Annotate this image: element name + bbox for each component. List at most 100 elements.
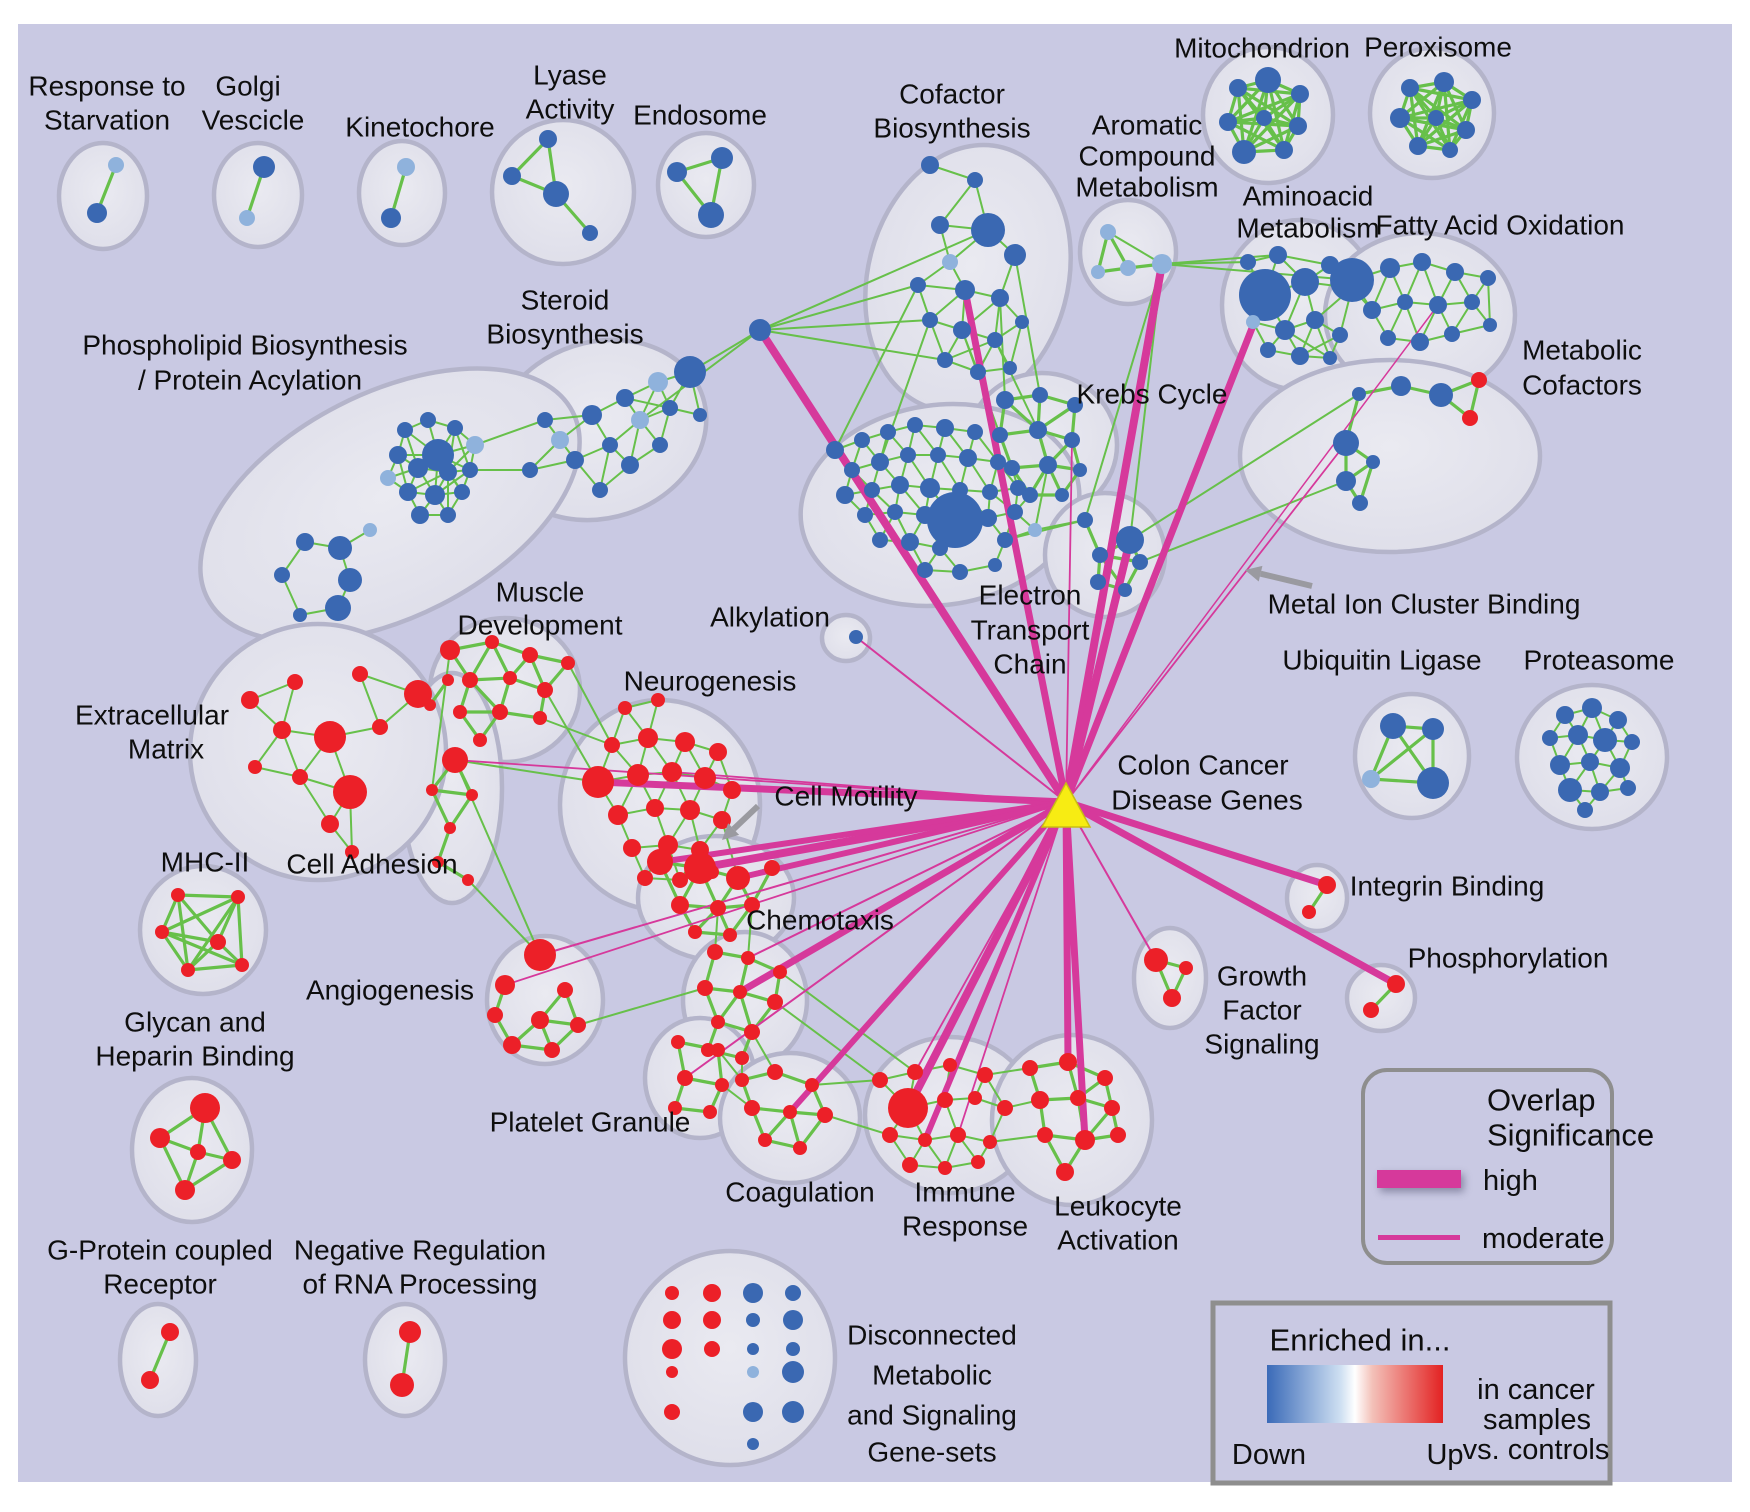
cluster-growth-factor-signaling-node	[1179, 961, 1193, 975]
cluster-disconnected-gene-sets-node	[664, 1404, 680, 1420]
cluster-aminoacid-metabolism-node	[1246, 315, 1260, 329]
cluster-steroid-biosynthesis-node	[631, 411, 649, 429]
cluster-electron-transport-chain-node	[1010, 480, 1026, 496]
overlap-legend-title: Significance	[1487, 1118, 1654, 1153]
cluster-cell-motility-node	[723, 928, 737, 942]
cluster-neurogenesis-node	[623, 839, 641, 857]
cluster-proteasome-label: Proteasome	[1524, 645, 1675, 676]
cluster-fatty-acid-oxidation-node	[1413, 253, 1431, 271]
cluster-cell-adhesion-node	[466, 789, 478, 801]
enriched-legend-title: Enriched in...	[1270, 1323, 1451, 1358]
cluster-growth-factor-signaling-node	[1163, 989, 1181, 1007]
edge-green-inter	[759, 329, 946, 361]
cluster-leukocyte-activation-label: Leukocyte	[1054, 1191, 1182, 1222]
cluster-electron-transport-chain-node	[872, 532, 888, 548]
cluster-chemotaxis-node	[735, 1051, 749, 1065]
cluster-lyase-activity-node	[503, 167, 521, 185]
cluster-metal-ion-cluster-binding-node	[1092, 547, 1108, 563]
cluster-extracellular-matrix-node	[345, 845, 359, 859]
cluster-aromatic-compound-metabolism-node	[1100, 224, 1116, 240]
cluster-growth-factor-signaling-label: Growth	[1217, 961, 1307, 992]
edge-green	[430, 788, 474, 797]
edge-green-inter	[747, 904, 753, 959]
cluster-aminoacid-metabolism-node	[1275, 320, 1295, 340]
cluster-mitochondrion-node	[1229, 79, 1247, 97]
cluster-electron-transport-chain-node	[907, 417, 923, 433]
layer-hub	[1040, 781, 1092, 828]
edge-overlap-high	[904, 798, 1070, 1112]
cluster-extracellular-matrix-node	[314, 721, 346, 753]
cluster-phospholipid-biosynthesis-node	[293, 608, 307, 622]
cluster-immune-response-node	[937, 1092, 953, 1108]
cluster-lyase-activity-node	[582, 225, 598, 241]
edge-overlap-moderate	[1065, 442, 1347, 803]
cluster-krebs-cycle-node	[1004, 460, 1020, 476]
cluster-coagulation-node	[817, 1107, 833, 1123]
cluster-platelet-granule-node	[668, 1101, 682, 1115]
cluster-cell-motility-node	[744, 897, 760, 913]
cluster-integrin-binding-label: Integrin Binding	[1350, 871, 1545, 902]
cluster-angiogenesis-node	[570, 1017, 586, 1033]
cluster-metabolic-cofactors-ellipse	[1237, 357, 1543, 555]
cluster-growth-factor-signaling-ellipse	[1131, 925, 1209, 1031]
cluster-phospholipid-biosynthesis-node	[462, 462, 478, 478]
cluster-phospholipid-biosynthesis-node	[399, 483, 417, 501]
cluster-phospholipid-biosynthesis-node	[411, 506, 429, 524]
cluster-phospholipid-biosynthesis-node	[338, 568, 362, 592]
cluster-golgi-vescicle-label: Golgi	[215, 71, 280, 102]
cluster-immune-response-node	[983, 1135, 997, 1149]
cluster-mitochondrion-node	[1291, 85, 1309, 103]
cluster-krebs-cycle-node	[1022, 487, 1038, 503]
cluster-krebs-cycle-node	[996, 391, 1014, 409]
cluster-immune-response-node	[977, 1067, 993, 1083]
cluster-cell-motility-label: Cell Motility	[774, 781, 917, 812]
overlap-significance-legend-box	[1361, 1068, 1614, 1265]
edge-green	[939, 179, 976, 226]
cluster-angiogenesis-node	[544, 1042, 560, 1058]
cluster-aminoacid-metabolism-node	[1269, 246, 1287, 264]
cluster-metal-ion-cluster-binding-node	[1118, 583, 1132, 597]
edge-green-inter	[774, 1001, 881, 1081]
cluster-phospholipid-biosynthesis-node	[296, 533, 314, 551]
cluster-angiogenesis-node	[557, 982, 573, 998]
cluster-immune-response-node	[907, 1064, 923, 1080]
cluster-proteasome-node	[1620, 780, 1636, 796]
cluster-disconnected-gene-sets-node	[704, 1341, 720, 1357]
cluster-peroxisome-node	[1428, 110, 1444, 126]
cluster-phospholipid-biosynthesis-node	[420, 412, 436, 428]
cluster-steroid-biosynthesis-node	[616, 389, 634, 407]
cluster-integrin-binding-node	[1318, 876, 1336, 894]
cluster-electron-transport-chain-node	[1007, 504, 1023, 520]
cluster-mhc-ii-node	[235, 958, 249, 972]
cluster-muscle-development-node	[561, 656, 575, 670]
cluster-steroid-biosynthesis-node	[537, 412, 553, 428]
overlap-moderate-swatch	[1378, 1235, 1460, 1240]
cluster-steroid-biosynthesis-node	[621, 456, 639, 474]
cluster-phospholipid-biosynthesis-node	[397, 422, 413, 438]
cluster-aminoacid-metabolism-node	[1291, 268, 1319, 296]
edge-green	[176, 893, 240, 899]
edge-overlap-high	[1062, 798, 1400, 988]
metal-ion-arrow-shaft	[1259, 570, 1313, 589]
cluster-neurogenesis-node	[618, 701, 632, 715]
edge-green	[1369, 727, 1435, 781]
edge-green-inter	[759, 229, 989, 331]
cluster-neurogenesis-node	[672, 872, 688, 888]
cluster-proteasome-node	[1577, 802, 1593, 818]
cluster-cell-adhesion-label: Cell Adhesion	[286, 849, 457, 880]
edge-overlap-high	[657, 799, 1069, 865]
edge-overlap-moderate	[1065, 801, 1157, 961]
cell-motility-arrow-head	[722, 823, 740, 840]
cluster-electron-transport-chain-node	[959, 449, 977, 467]
cluster-neurogenesis-node	[582, 766, 614, 798]
cluster-metabolic-cofactors-node	[1429, 383, 1453, 407]
cluster-immune-response-node	[888, 1088, 928, 1128]
cluster-phospholipid-biosynthesis-node	[274, 567, 290, 583]
cluster-aminoacid-metabolism-node	[1323, 351, 1337, 365]
cluster-krebs-cycle-node	[1029, 421, 1047, 439]
cluster-aminoacid-metabolism-label: Aminoacid	[1243, 181, 1374, 212]
cluster-cofactor-biosynthesis-node	[953, 321, 971, 339]
cluster-phospholipid-biosynthesis-node	[380, 470, 396, 486]
cluster-muscle-development-node	[537, 682, 553, 698]
cluster-disconnected-gene-sets-node	[782, 1401, 804, 1423]
